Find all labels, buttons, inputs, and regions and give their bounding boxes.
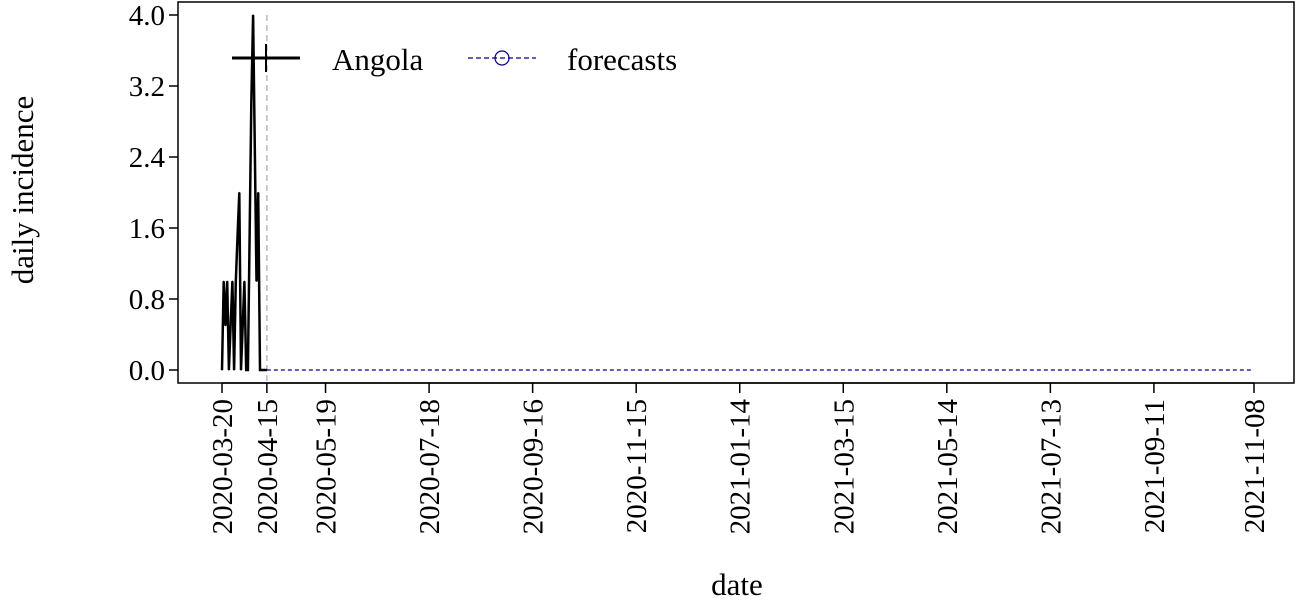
- series-angola-point-1: [223, 280, 225, 282]
- series-angola-line: [220, 14, 267, 372]
- x-tick-label-4: 2020-09-16: [518, 399, 550, 534]
- series-angola-point-18: [252, 14, 254, 16]
- y-tick-label-4: 3.2: [129, 71, 165, 103]
- y-tick-label-2: 1.6: [129, 213, 165, 245]
- x-tick-label-1: 2020-04-15: [252, 399, 284, 534]
- series-angola-point-24: [262, 369, 265, 371]
- plot-area: [220, 14, 1254, 383]
- series-angola-point-3: [226, 280, 228, 282]
- y-tick-label-1: 0.8: [129, 284, 165, 316]
- series-angola-point-25: [264, 369, 266, 371]
- series-angola-point-22: [259, 369, 261, 371]
- series-angola-point-2: [224, 325, 227, 327]
- series-angola-point-12: [242, 325, 244, 327]
- x-tick-label-9: 2021-07-13: [1035, 399, 1067, 534]
- y-tick-label-0: 0.0: [129, 355, 165, 387]
- legend-forecasts-label: forecasts: [567, 42, 677, 77]
- series-angola-point-7: [233, 369, 235, 371]
- series-angola-point-0: [221, 369, 223, 371]
- series-angola-point-14: [245, 369, 247, 371]
- x-tick-label-7: 2021-03-15: [828, 399, 860, 534]
- x-tick-label-6: 2021-01-14: [725, 399, 757, 535]
- x-tick-label-11: 2021-11-08: [1239, 399, 1271, 533]
- series-angola-point-10: [238, 191, 240, 194]
- series-angola-point-13: [243, 280, 246, 282]
- legend-forecasts-marker: [494, 50, 510, 66]
- series-angola-point-16: [249, 236, 251, 238]
- x-tick-label-2: 2020-05-19: [311, 399, 343, 534]
- x-tick-label-8: 2021-05-14: [932, 399, 964, 535]
- series-angola-point-15: [247, 369, 249, 371]
- series-angola-point-17: [250, 103, 252, 105]
- x-axis-title: date: [711, 567, 763, 600]
- y-tick-label-5: 4.0: [129, 0, 165, 32]
- legend-angola-label: Angola: [332, 42, 424, 77]
- x-tick-label-0: 2020-03-20: [207, 399, 239, 534]
- series-angola-point-6: [231, 280, 233, 282]
- x-tick-label-3: 2020-07-18: [414, 399, 446, 534]
- series-angola-point-5: [230, 325, 232, 327]
- x-axis: 2020-03-20 2020-04-15 2020-05-19 2020-07-18…: [207, 382, 1271, 535]
- series-angola-point-8: [235, 280, 237, 282]
- series-angola-point-19: [254, 147, 256, 149]
- y-tick-label-3: 2.4: [129, 142, 166, 174]
- series-angola-point-23: [261, 369, 263, 371]
- series-angola-point-4: [228, 369, 230, 371]
- x-tick-label-5: 2020-11-15: [621, 399, 653, 533]
- series-angola-point-20: [255, 280, 258, 282]
- series-angola-point-9: [236, 236, 239, 238]
- legend: Angola forecasts: [232, 42, 677, 77]
- series-angola-point-11: [240, 369, 242, 371]
- y-axis-title: daily incidence: [5, 96, 40, 285]
- series-angola-point-21: [257, 191, 259, 194]
- x-tick-label-10: 2021-09-11: [1139, 399, 1171, 533]
- y-axis: 0.0 0.8 1.6 2.4 3.2 4.0: [129, 0, 178, 387]
